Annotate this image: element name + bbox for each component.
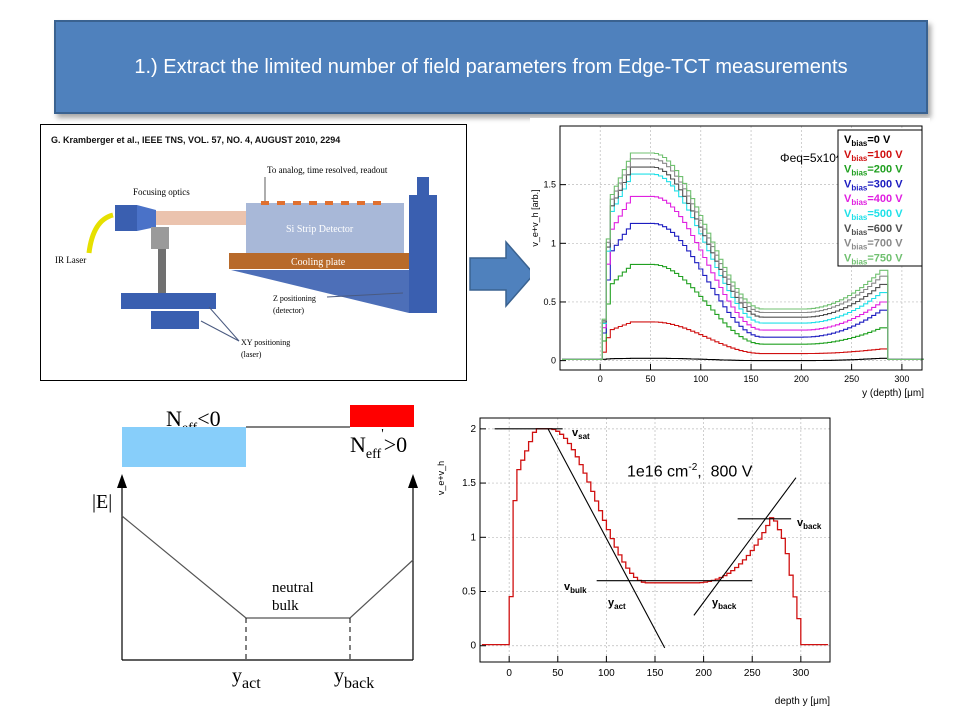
chart2-tick-label-x: 150 [647, 668, 664, 679]
chart2-tick-label-x: 0 [506, 668, 512, 679]
z-stage-top [417, 177, 429, 197]
chart2-bg [432, 408, 840, 714]
chart1-tick-label-x: 0 [598, 374, 603, 384]
z-label-2: (detector) [273, 306, 304, 315]
chart1-xlabel: y (depth) [μm] [862, 388, 924, 399]
chart2-xlabel: depth y [μm] [775, 696, 830, 707]
chart1-tick-label-x: 150 [744, 374, 759, 384]
laser-label: IR Laser [55, 255, 86, 265]
citation: G. Kramberger et al., IEEE TNS, VOL. 57,… [51, 135, 341, 145]
chart1-series-line [562, 152, 924, 360]
chart2-tick-label-x: 300 [792, 668, 809, 679]
chart1-series-line [562, 195, 924, 360]
xy-stage [121, 293, 216, 309]
chart1-tick-label-x: 250 [844, 374, 859, 384]
setup-schematic: Si Strip Detector Cooling plate To analo… [55, 165, 437, 359]
flow-arrow [469, 240, 535, 308]
chart2-tick-label-x: 50 [552, 668, 564, 679]
si-strip-detector [246, 203, 404, 253]
xy-pointer-2 [208, 306, 240, 342]
chart2-tick-label-y: 0.5 [462, 587, 476, 598]
cooling-label: Cooling plate [291, 257, 346, 268]
optics-rod [158, 249, 166, 297]
optics-post [151, 227, 169, 249]
chart1-tick-label-x: 200 [794, 374, 809, 384]
chart2-axes: 0 50 100 150 200 250 300 0 0.5 1 1.5 2 [462, 417, 831, 679]
chart1-series-line [562, 222, 924, 360]
optics-base [115, 205, 137, 231]
xy-pointer-1 [200, 320, 240, 342]
chart2-tick-label-x: 200 [695, 668, 712, 679]
chart1-legend-entry: Vbias=700 V [844, 238, 903, 252]
chart1-tick-label-y: 1 [551, 238, 556, 248]
setup-figure: G. Kramberger et al., IEEE TNS, VOL. 57,… [40, 124, 467, 381]
chart1-series-line [562, 173, 924, 360]
optics-lens [137, 205, 156, 231]
chart2-tick-label-y: 0 [470, 641, 476, 652]
chart1-legend-entry: Vbias=500 V [844, 208, 903, 222]
e-label: |E| [92, 491, 112, 513]
chart2-fits [494, 428, 797, 649]
chart1-legend [837, 129, 923, 267]
e-axis-arrow-left [117, 474, 127, 488]
chart1-tick-label-y: 0.5 [543, 297, 556, 307]
field-profile [121, 515, 414, 619]
chart2-tick-label-y: 2 [470, 424, 476, 435]
bulk-label: bulk [272, 598, 299, 614]
chart1-legend-entry: Vbias=400 V [844, 193, 903, 207]
chart1-ylabel: v_e+v_h [arb.] [530, 189, 540, 246]
z-stage [409, 195, 437, 313]
strips [261, 201, 381, 205]
chart1-tick-label-y: 1.5 [543, 180, 556, 190]
cooling-plate [229, 253, 409, 269]
slide-title: 1.) Extract the limited number of field … [134, 55, 848, 78]
neff-pos-label: Neff'>0 [350, 427, 407, 462]
chart1-tick-label-x: 100 [693, 374, 708, 384]
act-slope-line [547, 428, 666, 649]
chart2-ylabel: v_e+v_h [436, 461, 446, 495]
e-axis-arrow-right [408, 474, 418, 488]
y-back-label: yback [334, 665, 374, 692]
detector-label: Si Strip Detector [286, 224, 354, 235]
z-label-1: Z positioning [273, 294, 316, 303]
chart2-grid [480, 418, 830, 662]
chart2-tick-label-y: 1 [470, 532, 476, 543]
depleted-region-pos [350, 405, 414, 427]
optics-label: Focusing optics [133, 187, 190, 197]
chart1-tick-label-x: 50 [645, 374, 655, 384]
chart1-legend-entry: Vbias=750 V [844, 252, 903, 266]
chart1-legend-entry: Vbias=600 V [844, 223, 903, 237]
readout-label: To analog, time resolved, readout [267, 165, 388, 175]
xy-label-2: (laser) [241, 350, 262, 359]
xy-label-1: XY positioning [241, 338, 290, 347]
chart2-tick-label-x: 100 [598, 668, 615, 679]
chart1-tick-label-y: 0 [551, 356, 556, 366]
chart1-legend-entry: Vbias=200 V [844, 164, 903, 178]
chart1-legend-entry: Vbias=300 V [844, 178, 903, 192]
laser-beam [156, 211, 246, 225]
chart1-series-line [562, 357, 924, 362]
chart1-series-line [562, 321, 924, 360]
fit-annotation: 1e16 cm-2, 800 V [627, 462, 753, 481]
depleted-region-neg [122, 427, 246, 467]
field-diagram: Neff<0 Neff'>0 |E| neutral bulk yact yba… [92, 405, 418, 692]
back-slope-line [693, 477, 797, 616]
chart2-tick-label-x: 250 [744, 668, 761, 679]
neutral-label: neutral [272, 580, 314, 596]
title-banner: 1.) Extract the limited number of field … [54, 20, 928, 114]
chart1-series-line [562, 263, 924, 360]
z-pointer [326, 292, 404, 298]
chart1-legend-entry: Vbias=0 V [844, 134, 891, 148]
chart1-tick-label-x: 300 [894, 374, 909, 384]
chart1-series [562, 152, 924, 362]
laser-fiber [86, 212, 114, 254]
fit-chart: 0 50 100 150 200 250 300 0 0.5 1 1.5 2 v_e+v_h dept… [432, 408, 840, 714]
chart2-tick-label-y: 1.5 [462, 478, 476, 489]
z-stage-arm [231, 270, 409, 313]
chart1-legend-entry: Vbias=100 V [844, 149, 903, 163]
y-act-label: yact [232, 665, 261, 692]
xy-stage-lower [151, 311, 199, 329]
